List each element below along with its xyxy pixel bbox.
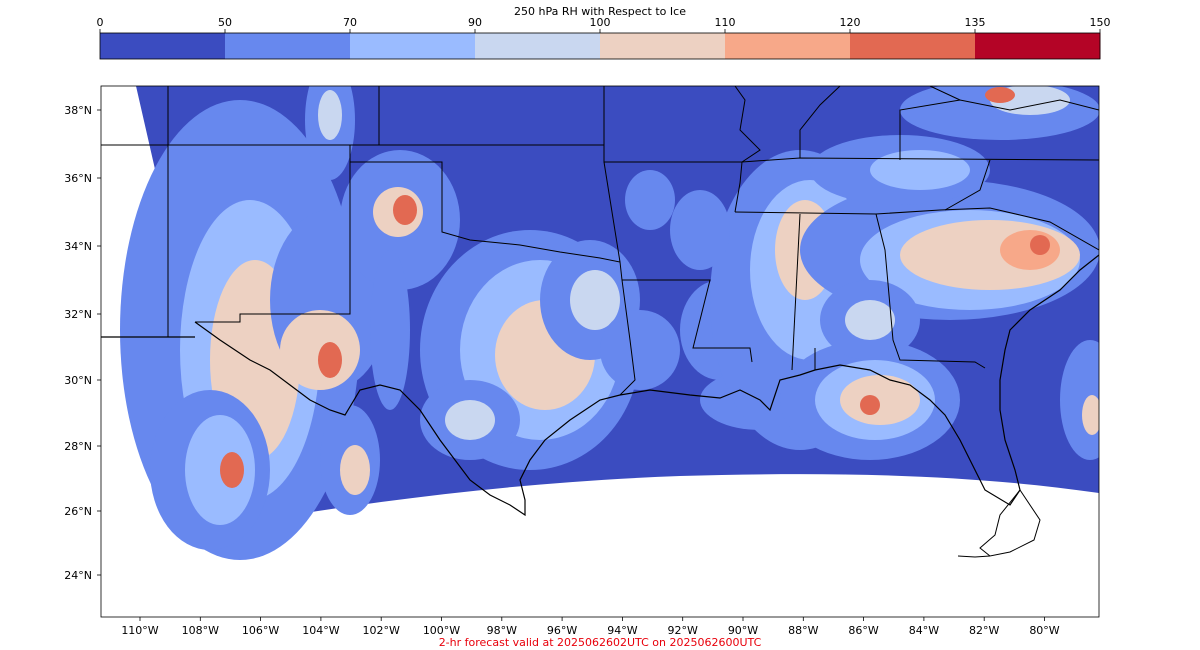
rh-patch [570,270,620,330]
colorbar-segment [225,33,351,59]
rh-patch [393,195,417,225]
rh-patch [1000,230,1060,270]
longitude-label: 108°W [182,624,219,637]
colorbar-tick-label: 100 [590,16,611,29]
longitude-label: 98°W [487,624,517,637]
longitude-label: 110°W [121,624,158,637]
colorbar-segment [850,33,976,59]
colorbar: 0 50 70 90 100 110 120 135 150 [97,16,1111,60]
rh-patch [840,375,920,425]
florida-keys [957,555,991,558]
longitude-label: 106°W [242,624,279,637]
colorbar-tick-label: 135 [965,16,986,29]
longitude-label: 86°W [848,624,878,637]
rh-patch [445,400,495,440]
longitude-label: 96°W [547,624,577,637]
longitude-label: 100°W [423,624,460,637]
rh-patch [600,310,680,390]
colorbar-segment [975,33,1101,59]
longitude-label: 94°W [607,624,637,637]
rh-patch [370,250,410,410]
longitude-label: 104°W [302,624,339,637]
colorbar-tick-label: 150 [1090,16,1111,29]
longitude-label: 90°W [728,624,758,637]
rh-patch [220,452,244,488]
state-borders [101,86,1099,396]
colorbar-tick-label: 50 [218,16,232,29]
longitude-label: 102°W [363,624,400,637]
longitude-label: 88°W [788,624,818,637]
rh-patch [1082,395,1099,435]
latitude-label: 34°N [64,240,92,253]
colorbar-tick-label: 90 [468,16,482,29]
rh-patch [860,395,880,415]
colorbar-segment [725,33,851,59]
latitude-label: 28°N [64,440,92,453]
latitude-label: 32°N [64,308,92,321]
forecast-caption: 2-hr forecast valid at 2025062602UTC on … [438,636,762,649]
florida-peninsula [979,489,1041,557]
coastline [101,254,1099,517]
rh-patch [318,342,342,378]
colorbar-tick-label: 0 [97,16,104,29]
rh-patch [318,90,342,140]
latitude-label: 30°N [64,374,92,387]
longitude-label: 92°W [668,624,698,637]
colorbar-tick-label: 110 [715,16,736,29]
latitude-label: 24°N [64,569,92,582]
longitude-label: 84°W [909,624,939,637]
rh-patch [845,300,895,340]
longitude-label: 82°W [969,624,999,637]
longitude-label: 80°W [1029,624,1059,637]
colorbar-tick-label: 70 [343,16,357,29]
latitude-label: 26°N [64,505,92,518]
colorbar-segment [100,33,226,59]
colorbar-tick-label: 120 [840,16,861,29]
rh-patch [340,445,370,495]
rh-patch [280,310,360,390]
latitude-label: 38°N [64,104,92,117]
rh-patch [625,170,675,230]
latitude-label: 36°N [64,172,92,185]
rh-patch [870,150,970,190]
colorbar-segment [600,33,726,59]
colorbar-segment [350,33,476,59]
rh-patch [670,190,730,270]
colorbar-title: 250 hPa RH with Respect to Ice [514,5,686,18]
rh-patch [985,87,1015,103]
rh-patch [1030,235,1050,255]
colorbar-segment [475,33,601,59]
